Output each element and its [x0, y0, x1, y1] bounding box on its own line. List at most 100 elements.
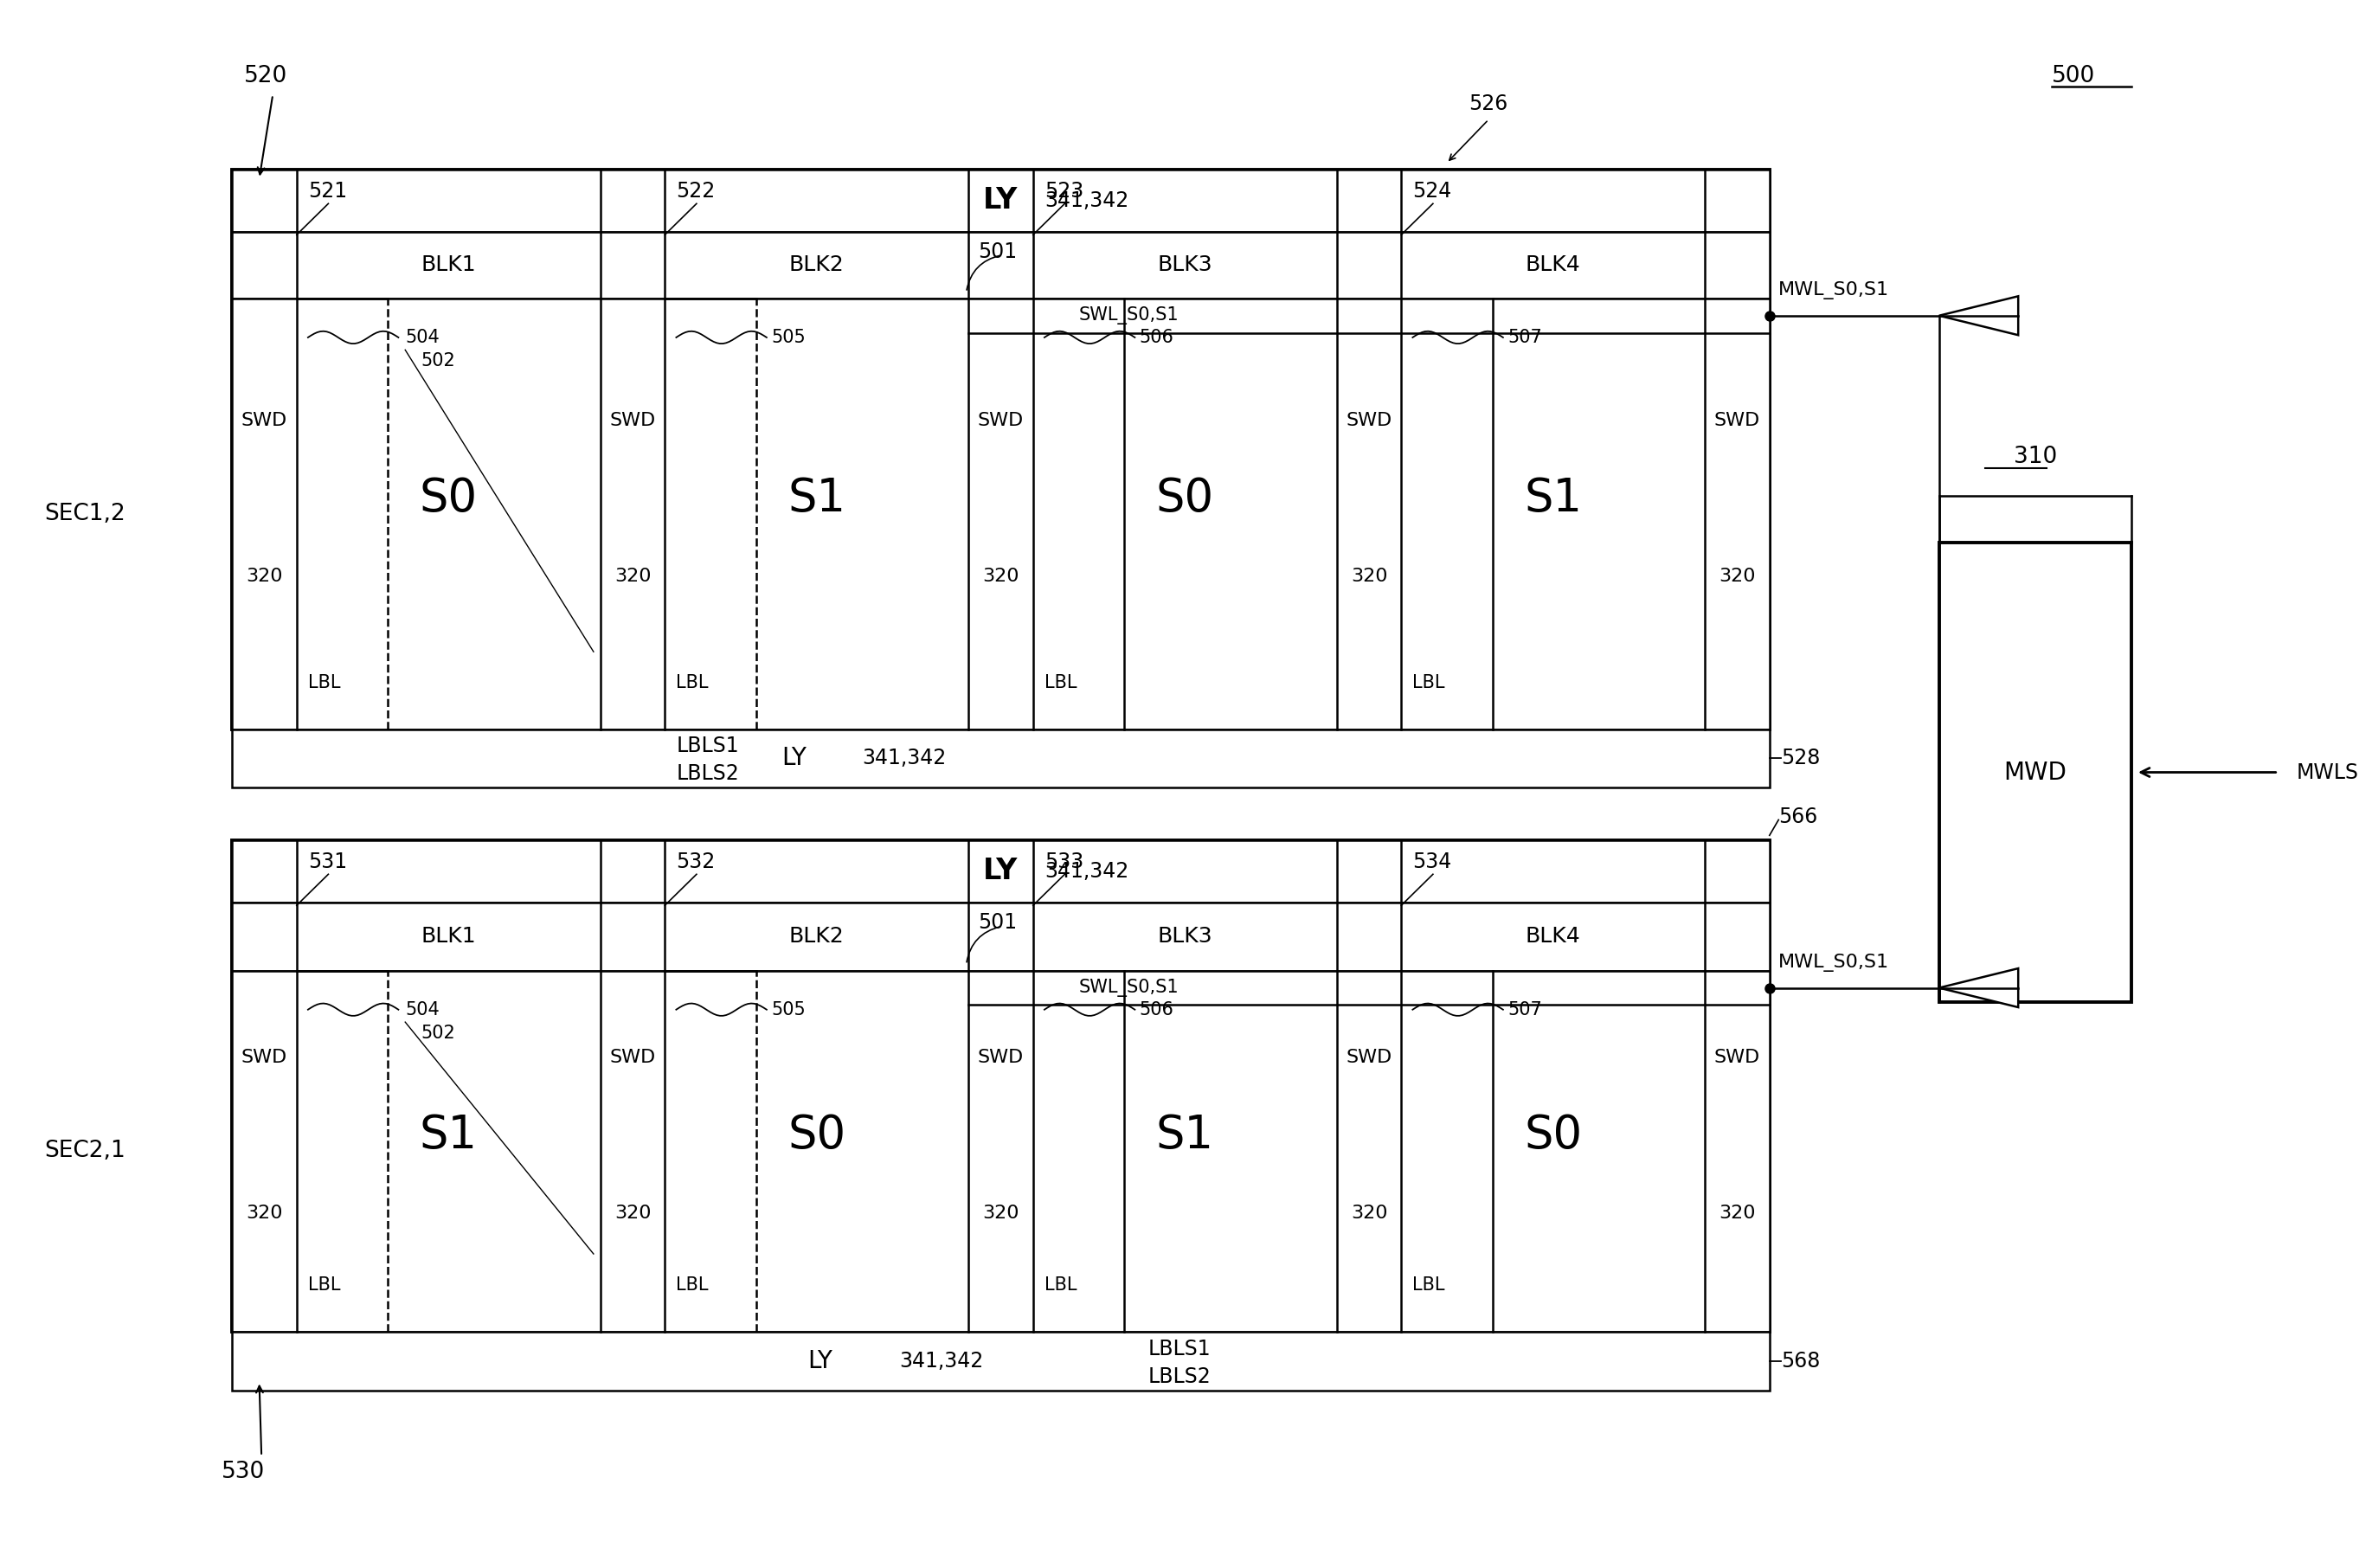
Text: 502: 502 [420, 1024, 455, 1041]
Text: SWD: SWD [609, 412, 656, 430]
Text: SWL_S0,S1: SWL_S0,S1 [1078, 978, 1180, 997]
Text: 533: 533 [1045, 851, 1083, 872]
Text: S1: S1 [420, 1113, 477, 1159]
Text: 507: 507 [1507, 1000, 1543, 1018]
Text: 320: 320 [981, 568, 1019, 585]
Text: SWD: SWD [1347, 412, 1392, 430]
Text: 566: 566 [1779, 806, 1819, 826]
Text: 526: 526 [1470, 94, 1507, 114]
Text: 520: 520 [245, 64, 288, 88]
Text: SEC1,2: SEC1,2 [45, 503, 125, 525]
Text: MWL_S0,S1: MWL_S0,S1 [1779, 282, 1890, 299]
Text: LBLS1: LBLS1 [1149, 1339, 1210, 1359]
Text: LBL: LBL [677, 1276, 708, 1294]
Text: SWD: SWD [609, 1049, 656, 1066]
Text: 341,342: 341,342 [861, 748, 946, 768]
Text: S0: S0 [788, 1113, 847, 1159]
Text: 531: 531 [309, 851, 347, 872]
Text: 341,342: 341,342 [899, 1352, 984, 1372]
Text: 501: 501 [977, 241, 1017, 262]
Bar [231, 298, 1769, 729]
Text: 502: 502 [420, 353, 455, 370]
Text: S1: S1 [788, 477, 845, 521]
Bar [231, 902, 1769, 971]
Text: SEC2,1: SEC2,1 [45, 1140, 125, 1162]
Text: LBL: LBL [309, 674, 340, 691]
Bar [231, 232, 1769, 298]
Text: BLK3: BLK3 [1158, 927, 1213, 947]
Text: BLK1: BLK1 [420, 254, 477, 276]
Text: MWD: MWD [2003, 760, 2066, 784]
Text: 507: 507 [1507, 329, 1543, 347]
Text: 532: 532 [677, 851, 715, 872]
Text: SWD: SWD [241, 412, 288, 430]
Text: 320: 320 [1352, 1204, 1387, 1221]
Text: 506: 506 [1139, 329, 1175, 347]
Bar [1939, 543, 2130, 1002]
Text: 504: 504 [406, 1000, 439, 1018]
Bar [231, 840, 1769, 902]
Text: S1: S1 [1524, 477, 1583, 521]
Text: LBL: LBL [1045, 1276, 1076, 1294]
Text: SWD: SWD [1715, 1049, 1760, 1066]
Text: LY: LY [984, 187, 1019, 215]
Text: 521: 521 [309, 180, 347, 202]
Bar [231, 840, 1769, 1331]
Text: S0: S0 [1156, 477, 1215, 521]
Text: 341,342: 341,342 [1045, 861, 1128, 881]
Text: 310: 310 [2015, 445, 2057, 469]
Text: MWL_S0,S1: MWL_S0,S1 [1779, 953, 1890, 972]
Text: 534: 534 [1413, 851, 1451, 872]
Text: LY: LY [807, 1348, 833, 1374]
Text: 504: 504 [406, 329, 439, 347]
Text: 568: 568 [1781, 1352, 1821, 1372]
Text: LBLS2: LBLS2 [1149, 1366, 1210, 1388]
Text: BLK2: BLK2 [790, 254, 845, 276]
Text: SWD: SWD [977, 412, 1024, 430]
Text: LBL: LBL [1413, 674, 1446, 691]
Text: LBL: LBL [309, 1276, 340, 1294]
Text: 320: 320 [245, 1204, 283, 1221]
Text: LBL: LBL [1413, 1276, 1446, 1294]
Text: 320: 320 [1720, 1204, 1755, 1221]
Text: 506: 506 [1139, 1000, 1175, 1018]
Text: 524: 524 [1413, 180, 1451, 202]
Text: LY: LY [984, 856, 1019, 886]
Text: 320: 320 [613, 568, 651, 585]
Text: 522: 522 [677, 180, 715, 202]
Text: 523: 523 [1045, 180, 1083, 202]
Text: BLK4: BLK4 [1526, 254, 1581, 276]
Text: LBLS1: LBLS1 [677, 735, 738, 756]
Text: 528: 528 [1781, 748, 1821, 768]
Text: MWLS: MWLS [2295, 762, 2359, 782]
Text: SWD: SWD [241, 1049, 288, 1066]
Text: BLK1: BLK1 [420, 927, 477, 947]
Polygon shape [1939, 296, 2019, 336]
Text: BLK4: BLK4 [1526, 927, 1581, 947]
Text: 320: 320 [245, 568, 283, 585]
Text: S0: S0 [420, 477, 477, 521]
Bar [231, 729, 1769, 787]
Text: S1: S1 [1156, 1113, 1215, 1159]
Text: SWL_S0,S1: SWL_S0,S1 [1078, 307, 1180, 325]
Text: 501: 501 [977, 913, 1017, 933]
Text: 505: 505 [771, 1000, 804, 1018]
Text: LY: LY [781, 746, 807, 770]
Text: 320: 320 [981, 1204, 1019, 1221]
Text: 320: 320 [1352, 568, 1387, 585]
Bar [231, 169, 1769, 232]
Text: 320: 320 [613, 1204, 651, 1221]
Bar [231, 169, 1769, 729]
Text: 530: 530 [222, 1460, 264, 1483]
Text: S0: S0 [1524, 1113, 1583, 1159]
Text: 341,342: 341,342 [1045, 190, 1128, 210]
Text: SWD: SWD [977, 1049, 1024, 1066]
Bar [231, 1331, 1769, 1391]
Text: 500: 500 [2052, 64, 2095, 88]
Bar [231, 971, 1769, 1331]
Text: BLK2: BLK2 [790, 927, 845, 947]
Polygon shape [1939, 969, 2019, 1007]
Text: 505: 505 [771, 329, 804, 347]
Text: SWD: SWD [1347, 1049, 1392, 1066]
Text: LBLS2: LBLS2 [677, 764, 738, 784]
